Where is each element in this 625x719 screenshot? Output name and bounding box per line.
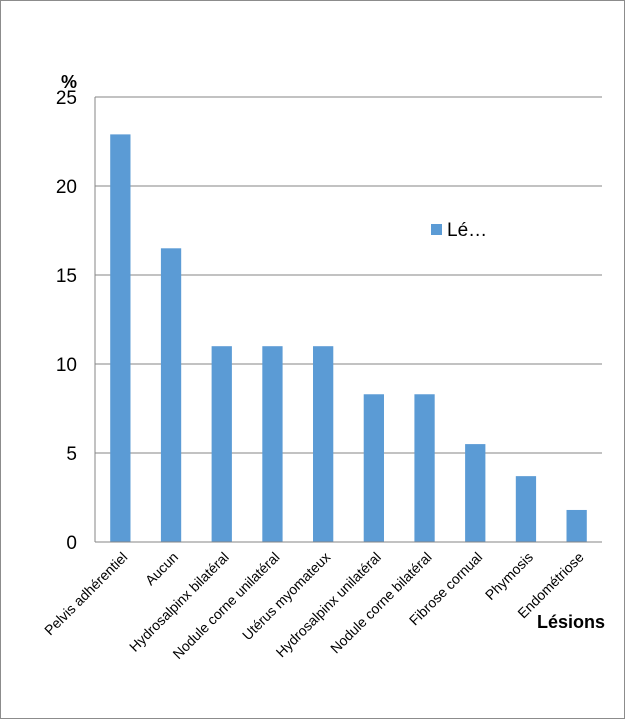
bar-6 <box>414 394 435 542</box>
y-axis-title: % <box>61 72 77 92</box>
bar-9 <box>566 509 587 542</box>
y-tick-label: 15 <box>56 266 77 287</box>
y-tick-labels: 0 5 10 15 20 25 <box>56 88 77 554</box>
y-tick-label: 10 <box>56 355 77 376</box>
legend-label: Lé… <box>447 220 487 241</box>
bar-4 <box>313 346 334 542</box>
y-tick-label: 25 <box>56 88 77 109</box>
legend: Lé… <box>431 220 487 241</box>
legend-swatch <box>431 224 442 235</box>
y-tick-label: 20 <box>56 177 77 198</box>
y-tick-label: 5 <box>66 444 77 465</box>
y-tick-label: 0 <box>66 533 77 554</box>
bar-5 <box>363 394 384 542</box>
bar-7 <box>465 444 486 542</box>
bar-1 <box>160 248 182 543</box>
bars <box>110 134 587 543</box>
bar-2 <box>211 346 232 542</box>
x-axis-title: Lésions <box>537 612 605 632</box>
bar-0 <box>110 134 131 542</box>
bar-3 <box>262 346 283 542</box>
bar-8 <box>515 476 537 542</box>
